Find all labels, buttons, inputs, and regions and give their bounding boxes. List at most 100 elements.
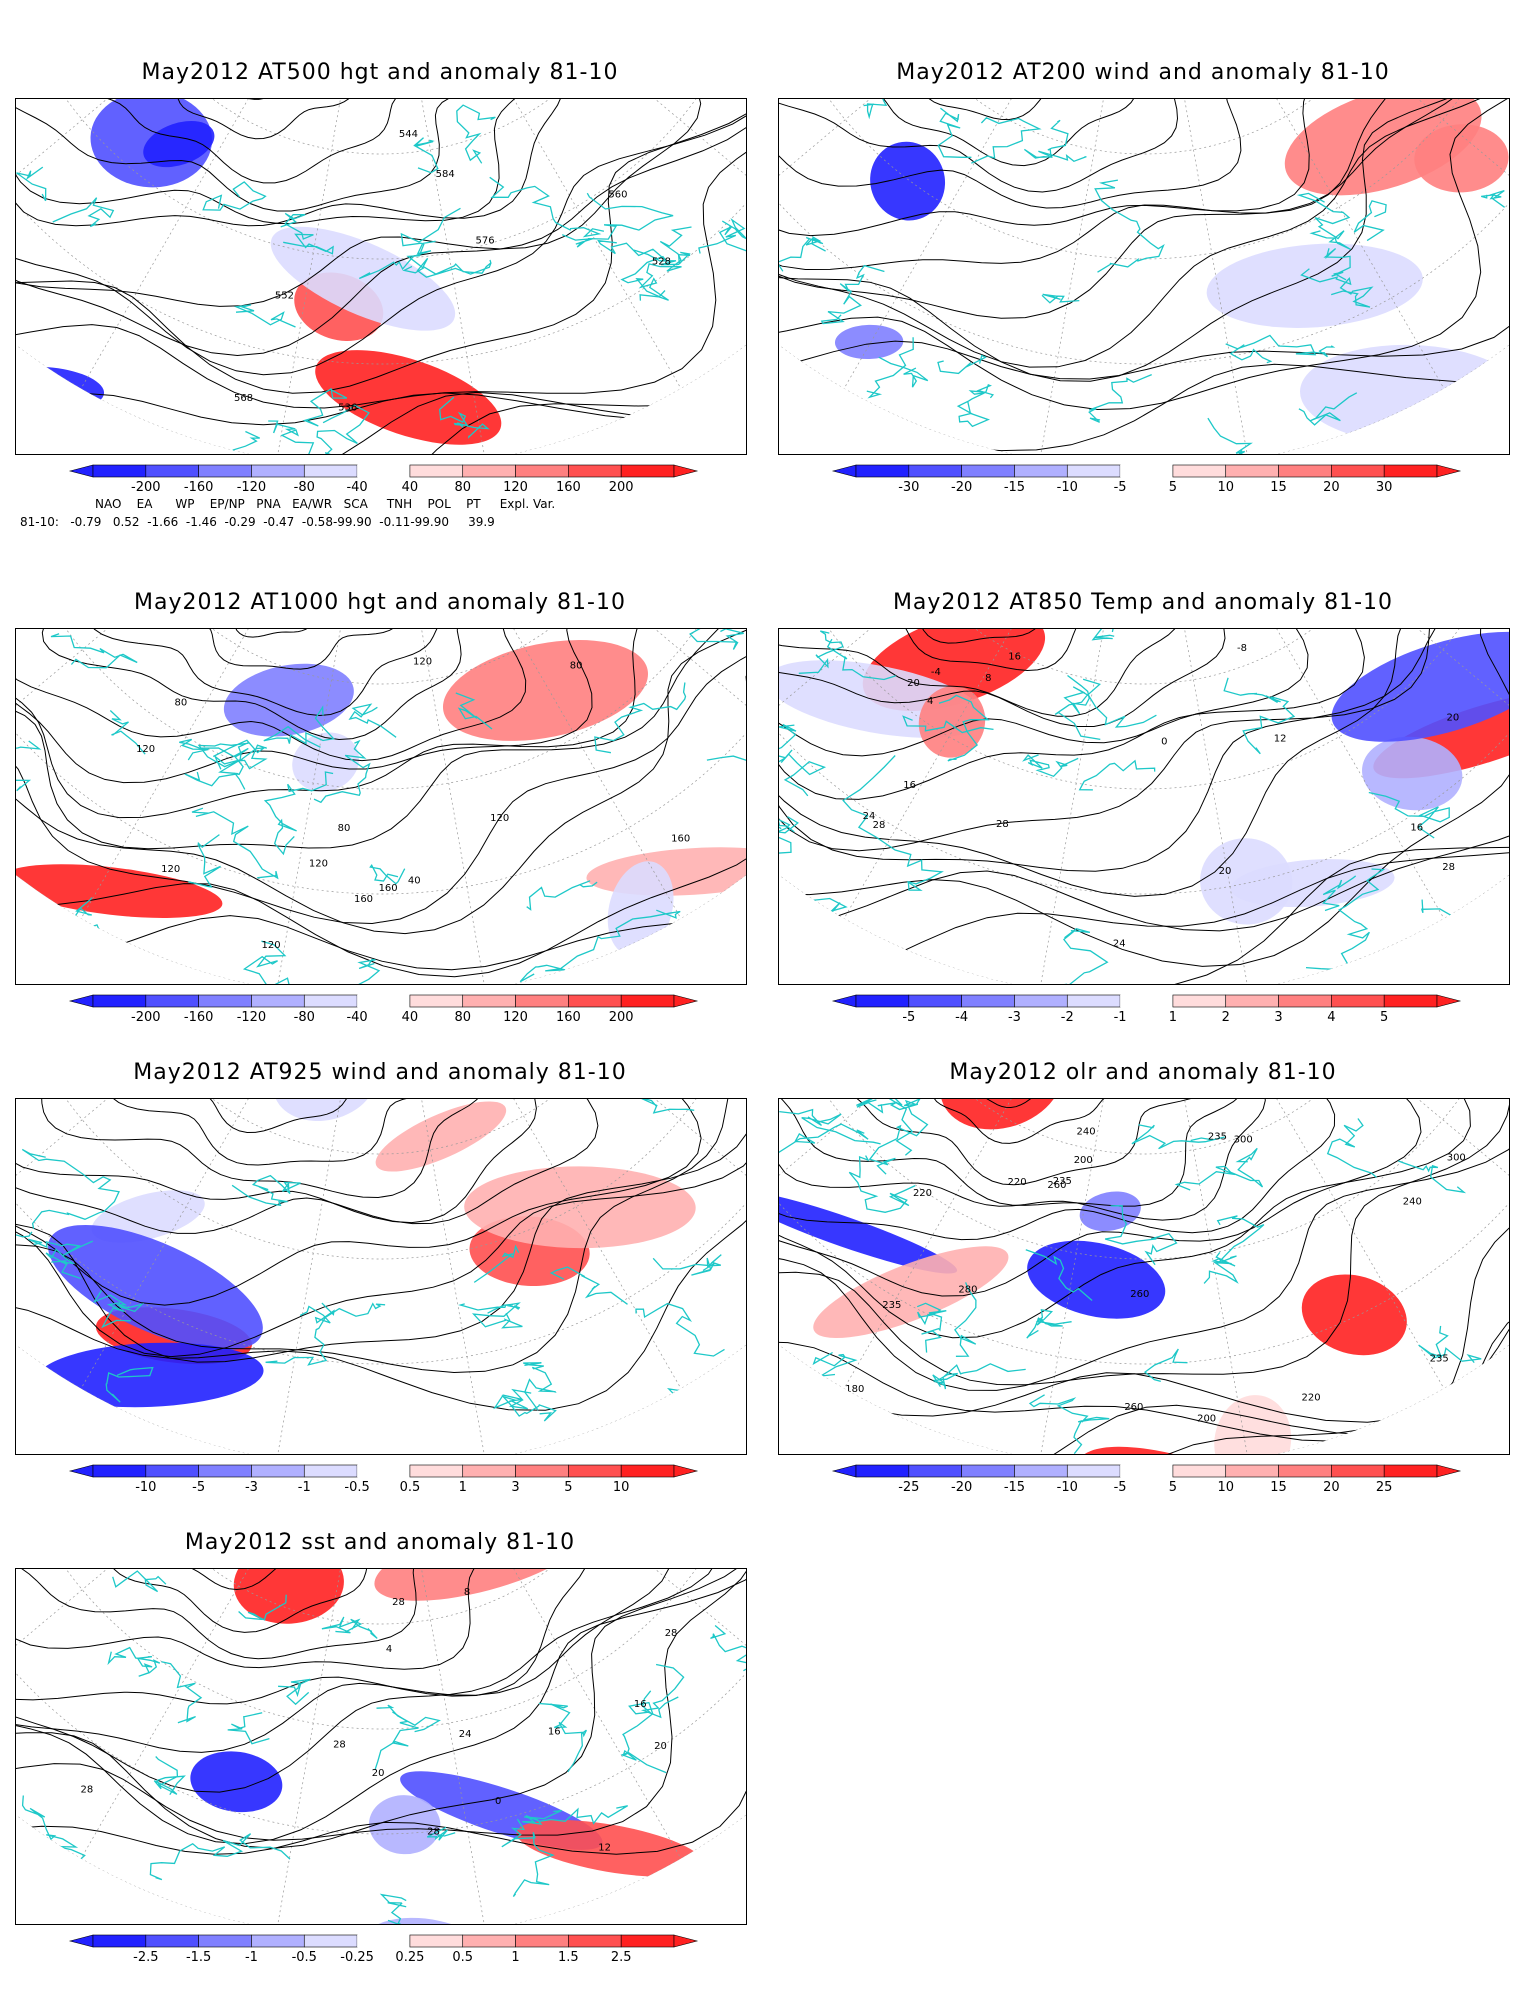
colorbar-tick-label: 120	[503, 480, 528, 495]
map-plot	[16, 1099, 746, 1454]
colorbar-tick-label: -80	[294, 1010, 315, 1025]
coastline	[1143, 1348, 1188, 1383]
longitude-gridline	[1035, 1099, 1145, 1454]
coastline	[633, 249, 691, 266]
coastline	[153, 1756, 186, 1796]
contour-label: 80	[338, 823, 351, 834]
colorbar-segment	[1014, 464, 1068, 478]
coastline	[92, 1290, 145, 1329]
coastline	[1216, 1215, 1265, 1264]
colorbar-segment	[1278, 1464, 1332, 1478]
negative-anomaly-area	[1206, 243, 1423, 328]
contour-label: 28	[392, 1597, 405, 1608]
colorbar-tick-label: -120	[237, 480, 267, 495]
colorbar-segment	[1172, 994, 1227, 1008]
panel-p925: May2012 AT925 wind and anomaly 81-10 -10-…	[15, 1060, 747, 1495]
colorbar-arrow-low	[68, 464, 94, 478]
contour-label: 260	[1130, 1289, 1149, 1300]
contour-line	[16, 99, 746, 376]
contour-label: 160	[671, 833, 690, 844]
coastline	[779, 1123, 869, 1154]
colorbar-segment	[303, 1934, 358, 1948]
contour-label: 235	[1053, 1176, 1072, 1187]
contour-line	[16, 1099, 537, 1224]
colorbar-segment	[908, 1464, 962, 1478]
colorbar-arrow-high	[1436, 1464, 1462, 1478]
colorbar-segment	[409, 994, 464, 1008]
contour-line	[779, 1099, 1254, 1207]
colorbar-segment	[1172, 464, 1227, 478]
colorbar-arrow-high	[673, 1464, 699, 1478]
coastline	[1481, 189, 1505, 208]
colorbar-segment	[1066, 1464, 1121, 1478]
colorbar-segment	[961, 464, 1015, 478]
colorbar-tick-label: 0.5	[452, 1950, 473, 1965]
positive-anomaly-area	[940, 1099, 1063, 1130]
colorbar-tick-label: -80	[294, 480, 315, 495]
colorbar-tick-label: -2	[1061, 1010, 1074, 1025]
colorbar-segment	[1120, 995, 1173, 1007]
colorbar-segment	[855, 1464, 910, 1478]
colorbar-tick-label: 5	[1169, 1480, 1177, 1495]
contour-label: 28	[333, 1739, 346, 1750]
coastline	[863, 99, 896, 120]
positive-anomaly-area	[442, 640, 648, 741]
longitude-gridline	[779, 99, 1145, 268]
positive-anomaly-area	[813, 1246, 1009, 1339]
contour-line	[790, 99, 1218, 167]
contour-label: 160	[379, 883, 398, 894]
coastline	[489, 176, 605, 238]
contour-label: 16	[1008, 652, 1021, 663]
negative-anomaly-area	[1331, 631, 1509, 742]
map-plot: 28 28 28 20 24 28 16 12 8 4 0 16 20 28	[16, 1569, 746, 1924]
contour-line	[16, 1569, 746, 1849]
coastline	[954, 1282, 977, 1357]
coastline	[1131, 1124, 1225, 1150]
coastline	[1094, 179, 1165, 273]
colorbar-segment	[1120, 1465, 1173, 1477]
contour-line	[16, 1099, 746, 1358]
longitude-gridline	[272, 629, 382, 984]
coastline	[473, 1244, 520, 1283]
coastline	[238, 1594, 287, 1621]
colorbar-tick-label: 200	[609, 1010, 634, 1025]
colorbar-arrow-low	[68, 994, 94, 1008]
coastline	[710, 1625, 746, 1672]
colorbar-segment	[198, 464, 252, 478]
contour-line	[16, 1099, 702, 1306]
colorbar-segment	[1225, 464, 1279, 478]
coastline	[105, 1366, 154, 1403]
colorbar-tick-label: 3	[1274, 1010, 1282, 1025]
colorbar-tick-label: -0.5	[344, 1480, 369, 1495]
coastline	[1368, 791, 1450, 839]
coastline	[45, 1248, 81, 1280]
contour-label: 260	[1047, 1180, 1066, 1191]
colorbar-tick-label: -5	[1114, 480, 1127, 495]
coastline	[265, 1302, 386, 1366]
map-frame: 16 20 -8 -4 0 4 8 12 16 20 24 28 28 28 20 24 16	[778, 628, 1510, 985]
coastline	[16, 740, 42, 792]
contour-line	[779, 629, 1231, 727]
colorbar-segment	[92, 1464, 147, 1478]
panel-title: May2012 AT500 hgt and anomaly 81-10	[141, 60, 619, 85]
colorbar: -2.5 -1.5 -1 -0.5 -0.25 0.25 0.5 1 1.5 2.5	[15, 1933, 745, 1967]
colorbar-segment	[303, 1464, 358, 1478]
colorbar-segment	[251, 994, 305, 1008]
contour-label: 12	[598, 1842, 611, 1853]
longitude-gridline	[70, 1569, 382, 1877]
coastline	[184, 744, 268, 787]
longitude-gridline	[1143, 99, 1455, 407]
positive-anomaly-area	[1214, 1395, 1292, 1454]
colorbar-tick-label: -10	[135, 1480, 156, 1495]
coastline	[52, 197, 115, 228]
contour-line	[210, 629, 372, 638]
colorbar-tick-label: -15	[1004, 480, 1025, 495]
longitude-gridline	[380, 1569, 490, 1924]
colorbar-tick-label: 160	[556, 480, 581, 495]
negative-anomaly-area	[1362, 736, 1463, 811]
colorbar-segment	[1383, 1464, 1438, 1478]
contour-label: 28	[1442, 862, 1455, 873]
contour-line	[16, 1569, 746, 1855]
colorbar-segment	[1331, 1464, 1385, 1478]
colorbar-tick-label: 0.5	[400, 1480, 421, 1495]
